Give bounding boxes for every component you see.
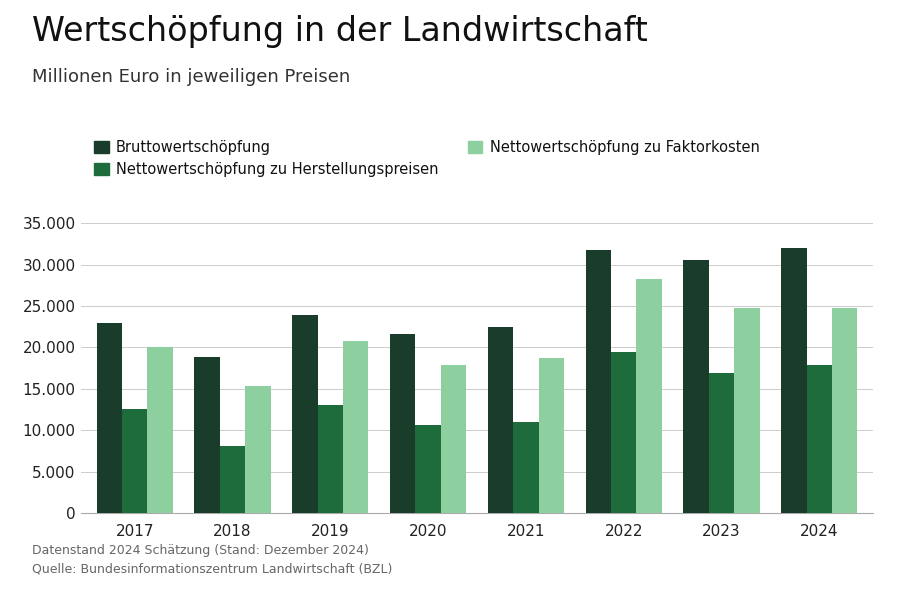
Bar [343, 341, 368, 513]
Bar [220, 446, 246, 513]
Bar [148, 347, 173, 513]
Bar [390, 334, 416, 513]
Text: Datenstand 2024 Schätzung (Stand: Dezember 2024)
Quelle: Bundesinformationszentr: Datenstand 2024 Schätzung (Stand: Dezemb… [32, 544, 392, 575]
Bar [246, 386, 271, 513]
Bar [194, 358, 220, 513]
Bar [318, 405, 343, 513]
Bar [416, 425, 441, 513]
Bar [734, 309, 760, 513]
Bar [781, 248, 806, 513]
Bar [611, 352, 636, 513]
Bar [488, 327, 513, 513]
Bar [832, 309, 858, 513]
Bar [96, 323, 122, 513]
Bar [806, 365, 832, 513]
Bar [513, 422, 538, 513]
Bar [586, 250, 611, 513]
Bar [708, 373, 734, 513]
Bar [441, 365, 466, 513]
Bar [636, 280, 662, 513]
Legend: Bruttowertschöpfung, Nettowertschöpfung zu Herstellungspreisen, Nettowertschöpfu: Bruttowertschöpfung, Nettowertschöpfung … [88, 134, 765, 183]
Bar [122, 409, 148, 513]
Text: Millionen Euro in jeweiligen Preisen: Millionen Euro in jeweiligen Preisen [32, 68, 350, 86]
Bar [683, 260, 708, 513]
Text: Wertschöpfung in der Landwirtschaft: Wertschöpfung in der Landwirtschaft [32, 15, 647, 48]
Bar [292, 315, 318, 513]
Bar [538, 358, 564, 513]
